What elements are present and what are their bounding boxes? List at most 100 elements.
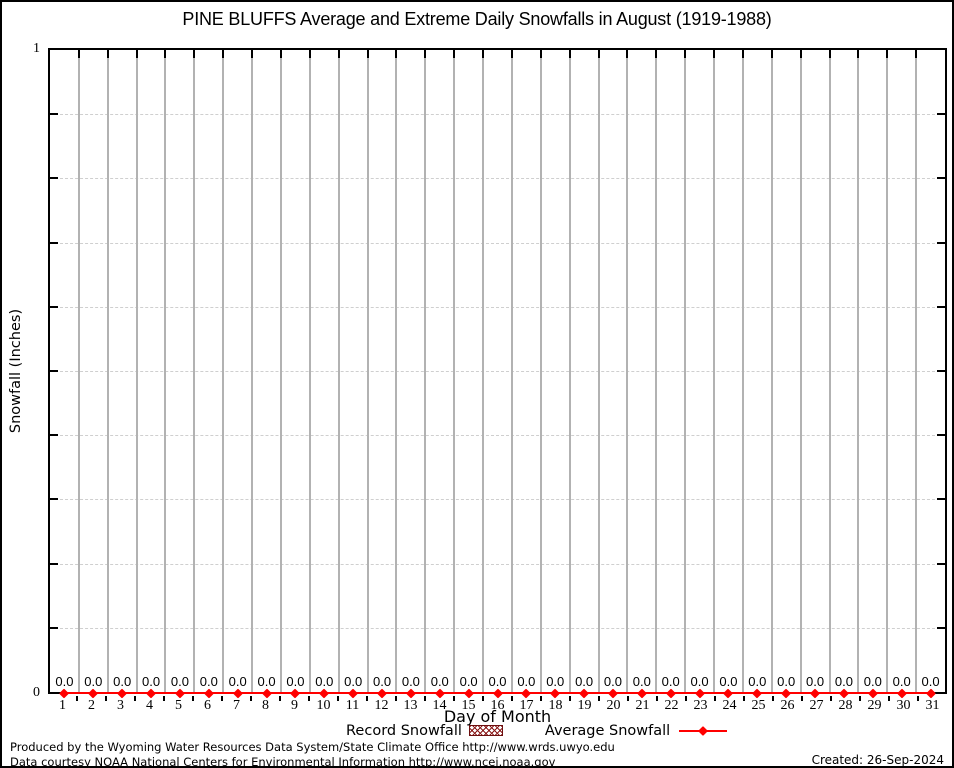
x-minor-tick-top — [193, 50, 196, 58]
day-boundary-gridline — [770, 50, 773, 692]
x-minor-tick-top — [510, 50, 513, 58]
point-value-label: 0.0 — [661, 674, 680, 689]
x-minor-tick-bottom — [829, 696, 832, 701]
point-value-label: 0.0 — [719, 674, 738, 689]
y-minor-tick-right — [937, 113, 945, 116]
x-minor-tick-bottom — [685, 696, 687, 701]
x-tick-label: 16 — [490, 698, 505, 713]
day-boundary-gridline — [828, 50, 831, 692]
x-tick-label: 4 — [146, 698, 153, 713]
y-minor-tick-right — [937, 241, 945, 244]
x-tick-label: 1 — [59, 698, 66, 713]
x-minor-tick-bottom — [598, 696, 600, 701]
x-minor-tick-top — [713, 50, 716, 58]
day-boundary-gridline — [424, 50, 427, 692]
y-gridline — [50, 242, 945, 244]
x-minor-tick-top — [279, 50, 282, 58]
day-boundary-gridline — [510, 50, 513, 692]
day-boundary-gridline — [337, 50, 340, 692]
x-minor-tick-bottom — [569, 696, 571, 701]
day-boundary-gridline — [395, 50, 398, 692]
y-tick-label-bottom: 0 — [33, 685, 40, 700]
point-value-label: 0.0 — [372, 674, 392, 689]
chart-title: PINE BLUFFS Average and Extreme Daily Sn… — [182, 9, 772, 29]
point-value-label: 0.0 — [603, 674, 623, 689]
x-minor-tick-top — [337, 50, 340, 58]
x-minor-tick-top — [222, 50, 225, 58]
x-minor-tick-top — [568, 50, 571, 58]
day-boundary-gridline — [655, 50, 658, 692]
y-minor-tick-right — [937, 562, 945, 565]
x-minor-tick-top — [828, 50, 831, 58]
point-value-label: 0.0 — [575, 674, 594, 689]
x-tick-label: 17 — [519, 698, 534, 713]
x-minor-tick-bottom — [134, 696, 136, 701]
x-tick-label: 3 — [117, 698, 124, 713]
x-tick-label: 31 — [925, 698, 940, 713]
legend-average-label: Average Snowfall — [544, 722, 671, 739]
x-minor-tick-bottom — [714, 696, 716, 701]
point-value-label: 0.0 — [113, 674, 132, 689]
x-tick-label: 30 — [896, 698, 911, 713]
x-tick-label: 8 — [262, 698, 269, 713]
point-value-label: 0.0 — [777, 674, 796, 689]
x-minor-tick-top — [164, 50, 167, 58]
day-boundary-gridline — [915, 50, 918, 692]
x-minor-tick-top — [741, 50, 744, 58]
x-minor-tick-bottom — [424, 696, 426, 701]
x-tick-label: 18 — [548, 698, 563, 713]
x-tick-label: 6 — [204, 698, 211, 713]
point-value-label: 0.0 — [921, 674, 940, 689]
x-tick-label: 14 — [432, 698, 447, 713]
x-minor-tick-bottom — [366, 696, 368, 701]
day-boundary-gridline — [539, 50, 542, 692]
x-tick-label: 9 — [291, 698, 298, 713]
y-gridline — [50, 306, 945, 308]
day-boundary-gridline — [193, 50, 196, 692]
point-value-label: 0.0 — [546, 674, 565, 689]
y-gridline — [50, 499, 945, 501]
x-tick-label: 28 — [838, 698, 853, 713]
x-minor-tick-bottom — [859, 696, 861, 701]
point-value-label: 0.0 — [286, 674, 305, 689]
x-minor-tick-top — [106, 50, 109, 58]
point-value-label: 0.0 — [84, 674, 103, 689]
x-minor-tick-bottom — [772, 696, 774, 701]
x-tick-label: 26 — [780, 698, 795, 713]
y-minor-tick-left — [50, 434, 58, 437]
point-value-label: 0.0 — [401, 674, 420, 689]
y-minor-tick-left — [50, 241, 58, 244]
x-minor-tick-bottom — [627, 696, 629, 701]
average-point-icon — [698, 725, 709, 736]
day-boundary-gridline — [626, 50, 629, 692]
day-boundary-gridline — [106, 50, 109, 692]
average-line-swatch-icon — [679, 725, 728, 736]
y-minor-tick-left — [50, 370, 58, 372]
point-value-label: 0.0 — [170, 674, 189, 689]
x-minor-tick-bottom — [105, 696, 107, 701]
point-value-label: 0.0 — [199, 674, 218, 689]
x-tick-label: 7 — [233, 698, 240, 713]
x-minor-tick-top — [915, 50, 918, 58]
x-tick-label: 21 — [635, 698, 650, 713]
x-minor-tick-top — [366, 50, 369, 58]
day-boundary-gridline — [453, 50, 456, 692]
footer-produced-by: Produced by the Wyoming Water Resources … — [10, 740, 615, 754]
day-boundary-gridline — [713, 50, 716, 692]
x-minor-tick-top — [251, 50, 254, 58]
y-minor-tick-left — [50, 305, 58, 308]
point-value-label: 0.0 — [344, 674, 363, 689]
x-minor-tick-bottom — [453, 696, 455, 701]
x-minor-tick-bottom — [511, 696, 513, 701]
x-minor-tick-bottom — [743, 696, 745, 701]
day-boundary-gridline — [222, 50, 225, 692]
day-boundary-gridline — [684, 50, 687, 692]
point-value-label: 0.0 — [748, 674, 767, 689]
day-boundary-gridline — [279, 50, 282, 692]
y-minor-tick-left — [50, 498, 58, 501]
point-value-label: 0.0 — [892, 674, 911, 689]
x-minor-tick-bottom — [656, 696, 658, 701]
day-boundary-gridline — [366, 50, 369, 692]
x-minor-tick-top — [135, 50, 138, 58]
